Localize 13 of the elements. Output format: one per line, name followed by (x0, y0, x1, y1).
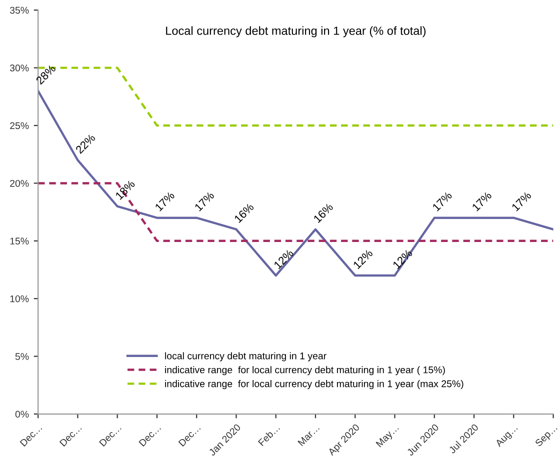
y-tick-label: 30% (10, 64, 29, 72)
y-tick-label: 0% (15, 410, 29, 418)
y-tick-label: 15% (10, 238, 29, 245)
y-tick-label: 35% (10, 6, 29, 14)
y-tick-label: 20% (10, 180, 29, 187)
y-tick-label: 5% (15, 353, 29, 360)
text: Local currency debt maturing in 1 year (% of total) (166, 26, 426, 38)
legend-label: indicative range for local currency debt maturing in 1 year ( 15%) (165, 366, 445, 376)
y-tick-label: 25% (10, 122, 29, 130)
line-series (38, 90, 554, 277)
legend-label: local currency debt maturing in 1 year (165, 352, 326, 362)
legend-label: indicative range for local currency debt maturing in 1 year (max 25%) (165, 380, 464, 390)
y-tick-label: 10% (10, 295, 29, 302)
